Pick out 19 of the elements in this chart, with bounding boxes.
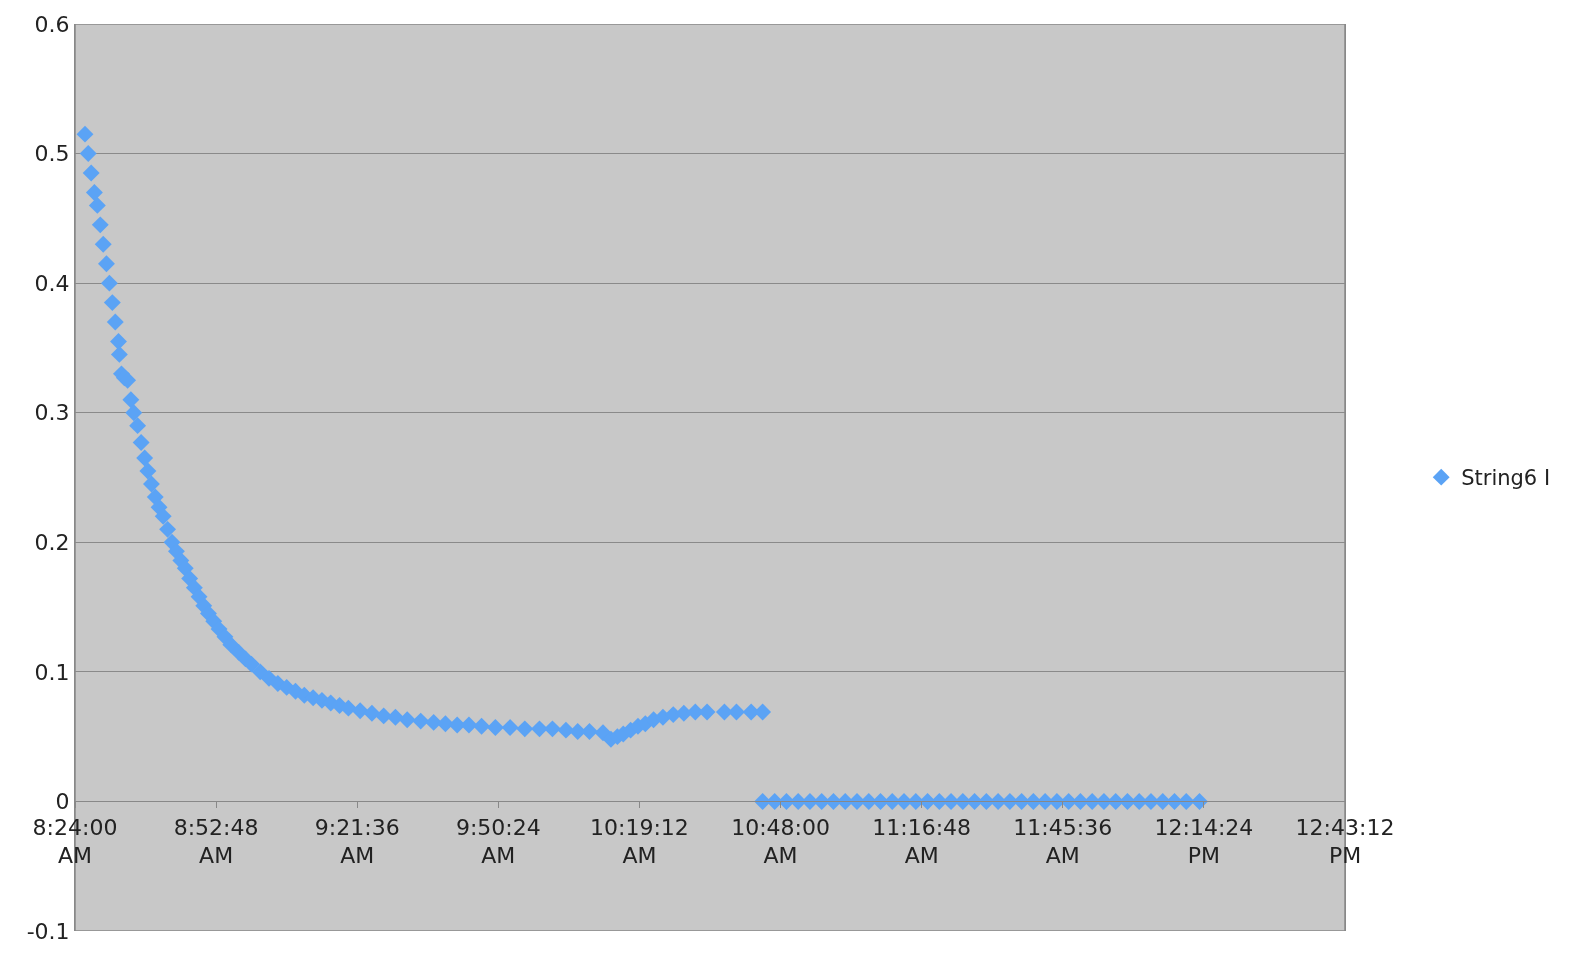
x-tick-label: 12:43:12 PM — [1295, 814, 1395, 869]
x-tick-label: 9:50:24 AM — [455, 814, 541, 869]
y-tick-label: 0 — [55, 789, 70, 815]
legend-label: String6 I — [1461, 466, 1551, 491]
x-tick-label: 8:24:00 AM — [32, 814, 118, 869]
x-tick-label: 10:48:00 AM — [731, 814, 830, 869]
x-tick-label: 9:21:36 AM — [314, 814, 400, 869]
y-tick-label: -0.1 — [26, 918, 70, 944]
x-tick-label: 10:19:12 AM — [590, 814, 689, 869]
y-tick-label: 0.1 — [34, 659, 70, 685]
x-tick-label: 12:14:24 PM — [1154, 814, 1254, 869]
y-tick-label: 0.6 — [34, 11, 70, 37]
y-tick-label: 0.4 — [34, 270, 70, 296]
y-tick-label: 0.3 — [34, 400, 70, 426]
y-tick-label: 0.2 — [34, 529, 70, 555]
x-tick-label: 8:52:48 AM — [173, 814, 259, 869]
y-tick-label: 0.5 — [34, 141, 70, 167]
x-tick-label: 11:16:48 AM — [872, 814, 972, 869]
x-tick-label: 11:45:36 AM — [1013, 814, 1113, 869]
